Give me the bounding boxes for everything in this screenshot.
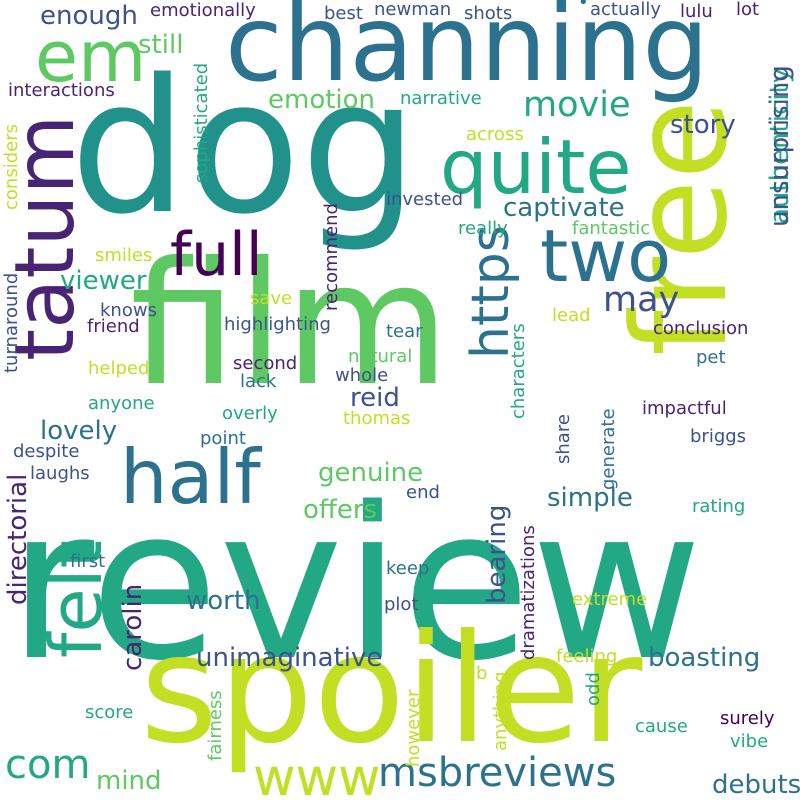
word-anything: anything	[490, 672, 511, 752]
word-helped: helped	[88, 358, 150, 379]
word-review: review	[8, 462, 703, 707]
word-genuine: genuine	[318, 458, 424, 488]
word-dot: •	[578, 0, 589, 13]
word-point: point	[200, 428, 246, 449]
word-enough: enough	[40, 1, 138, 31]
word-carolin: carolin	[118, 584, 148, 672]
word-laughs: laughs	[30, 463, 90, 484]
word-lead: lead	[552, 305, 591, 326]
word-captivate: captivate	[503, 193, 625, 223]
word-conclusion: conclusion	[653, 318, 749, 339]
word-worth: worth	[186, 586, 261, 616]
word-end: end	[406, 482, 440, 503]
word-unsurprising: unsurprising	[765, 65, 795, 227]
word-odd: odd	[583, 672, 604, 706]
word-anyone: anyone	[88, 393, 155, 414]
word-friend: friend	[87, 316, 140, 337]
word-boasting: boasting	[648, 643, 761, 673]
word-emotionally: emotionally	[150, 0, 256, 21]
word-movie: movie	[523, 85, 631, 125]
word-knows: knows	[100, 300, 157, 321]
word-may: may	[603, 280, 680, 320]
word-directorial: directorial	[3, 474, 33, 606]
word-considers: considers	[1, 124, 22, 210]
word-invested: invested	[386, 189, 464, 210]
word-briggs: briggs	[690, 426, 747, 447]
word-www: www	[253, 748, 381, 800]
word-channing: channing	[225, 0, 710, 105]
word-plot: plot	[384, 594, 419, 615]
word-fantastic: fantastic	[572, 218, 651, 239]
word-com: com	[5, 742, 91, 788]
word-dog: dog	[70, 39, 419, 255]
word-shots: shots	[464, 3, 513, 24]
word-lulu: lulu	[680, 1, 713, 22]
word-best: best	[324, 3, 363, 24]
word-keep: keep	[386, 558, 430, 579]
word-despite: despite	[13, 441, 80, 462]
word-natural: natural	[348, 346, 413, 367]
word-b: b	[476, 663, 488, 684]
word-reid: reid	[350, 383, 400, 413]
word-lot: lot	[736, 0, 760, 20]
word-characters: characters	[508, 323, 529, 419]
word-actually: actually	[590, 0, 662, 20]
word-emotion: emotion	[268, 85, 376, 115]
word-however: however	[403, 690, 424, 768]
word-narrative: narrative	[400, 88, 482, 109]
word-feeling: feeling	[556, 646, 618, 667]
word-really: really	[458, 218, 508, 239]
word-first: first	[70, 551, 106, 572]
word-debuts: debuts	[712, 770, 800, 800]
word-tear: tear	[386, 321, 423, 342]
word-two: two	[540, 214, 672, 298]
word-story: story	[670, 110, 736, 140]
word-interactions: interactions	[8, 80, 115, 101]
word-dramatizations: dramatizations	[518, 525, 539, 660]
word-smiles: smiles	[95, 245, 153, 266]
word-whole: whole	[335, 365, 389, 386]
word-across: across	[466, 124, 524, 145]
word-save: save	[250, 288, 293, 309]
word-unimaginative: unimaginative	[196, 643, 383, 673]
word-em: em	[35, 16, 147, 98]
word-vibe: vibe	[730, 731, 769, 752]
word-cause: cause	[635, 716, 688, 737]
word-quite: quite	[440, 123, 632, 211]
word-mind: mind	[96, 766, 162, 796]
word-simple: simple	[547, 483, 633, 513]
word-lovely: lovely	[40, 416, 118, 446]
word-turnaround: turnaround	[1, 273, 22, 374]
word-extreme: extreme	[572, 589, 648, 610]
word-offers: offers	[303, 495, 378, 525]
word-full: full	[170, 220, 263, 290]
word-score: score	[85, 702, 134, 723]
word-generate: generate	[598, 408, 619, 490]
word-share: share	[553, 414, 574, 464]
word-fairness: fairness	[205, 690, 226, 761]
word-surely: surely	[720, 708, 775, 729]
word-viewer: viewer	[60, 266, 147, 296]
word-sophisticated: sophisticated	[191, 63, 212, 184]
word-highlighting: highlighting	[224, 314, 331, 335]
word-msbreviews: msbreviews	[378, 750, 617, 796]
word-impactful: impactful	[642, 398, 727, 419]
word-overly: overly	[222, 403, 278, 424]
word-bearing: bearing	[482, 505, 512, 605]
word-spoiler: spoiler	[140, 603, 643, 777]
word-second: second	[233, 353, 298, 374]
word-newman: newman	[374, 0, 452, 20]
word-thomas: thomas	[343, 408, 411, 429]
word-pet: pet	[696, 347, 726, 368]
word-film: film	[130, 226, 450, 424]
word-half: half	[120, 433, 261, 521]
word-recommend: recommend	[321, 203, 342, 311]
word-rating: rating	[692, 496, 746, 517]
word-lack: lack	[240, 371, 277, 392]
word-still: still	[138, 30, 184, 60]
